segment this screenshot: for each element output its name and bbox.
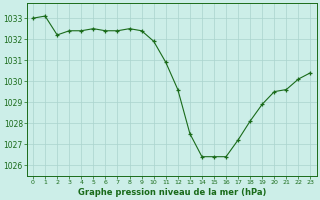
X-axis label: Graphe pression niveau de la mer (hPa): Graphe pression niveau de la mer (hPa) (77, 188, 266, 197)
